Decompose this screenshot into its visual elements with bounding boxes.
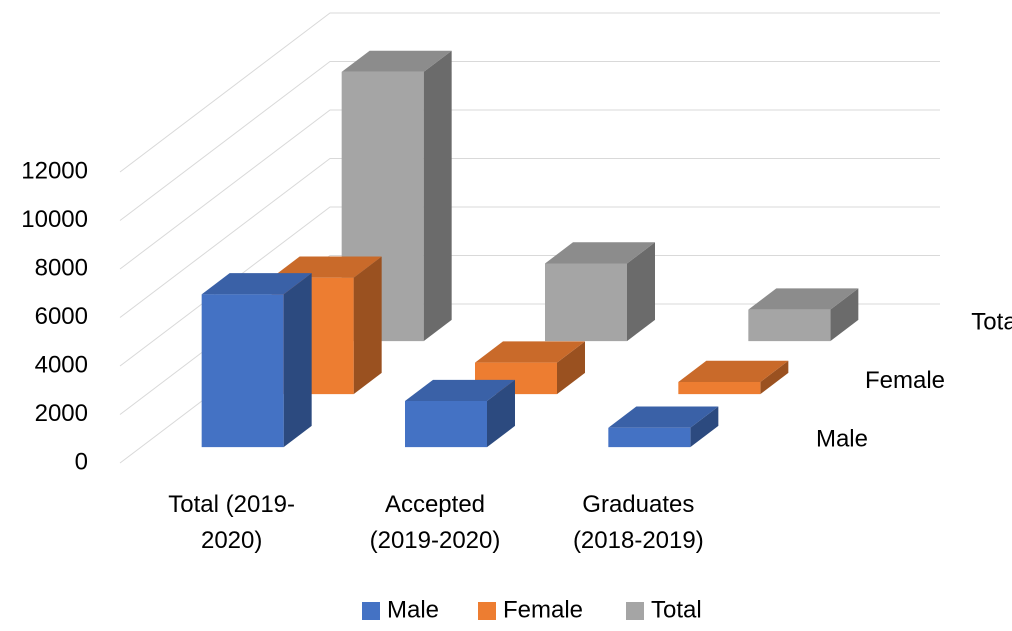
bar-front [202, 294, 284, 447]
bar-side [354, 257, 382, 395]
legend-swatch [626, 602, 644, 620]
legend-label: Female [503, 596, 583, 623]
bar [608, 407, 718, 448]
y-tick-label: 10000 [21, 206, 88, 233]
depth-label: Total [971, 309, 1012, 336]
grid-line [120, 110, 940, 269]
legend-label: Male [387, 596, 439, 623]
bar [748, 288, 858, 341]
legend-swatch [478, 602, 496, 620]
y-tick-label: 4000 [35, 351, 88, 378]
legend-swatch [362, 602, 380, 620]
bar-side [424, 51, 452, 341]
x-tick-label: Total (2019-2020) [168, 491, 295, 554]
bar [405, 380, 515, 447]
depth-label: Female [865, 367, 945, 394]
y-tick-label: 0 [75, 448, 88, 475]
legend-label: Total [651, 596, 702, 623]
y-tick-label: 8000 [35, 254, 88, 281]
depth-label: Male [816, 425, 868, 452]
bar-side [284, 273, 312, 447]
bar-front [545, 264, 627, 342]
grid-line [120, 13, 940, 172]
chart: 0 2000 4000 6000 8000 10000 12000 Total (2019-2… [0, 0, 1012, 626]
bar [545, 242, 655, 341]
bar [202, 273, 312, 447]
page: {"chart_data": {"type": "bar3d", "catego… [0, 0, 1012, 626]
y-tick-label: 12000 [21, 157, 88, 184]
y-tick-label: 2000 [35, 400, 88, 427]
y-tick-label: 6000 [35, 303, 88, 330]
bar-front [678, 382, 760, 394]
bar-front [748, 310, 830, 342]
bar-front [608, 428, 690, 447]
grid-line [120, 62, 940, 221]
x-tick-label: Graduates(2018-2019) [573, 491, 704, 554]
bar-front [405, 401, 487, 447]
x-tick-label: Accepted(2019-2020) [370, 491, 501, 554]
bar [678, 361, 788, 394]
